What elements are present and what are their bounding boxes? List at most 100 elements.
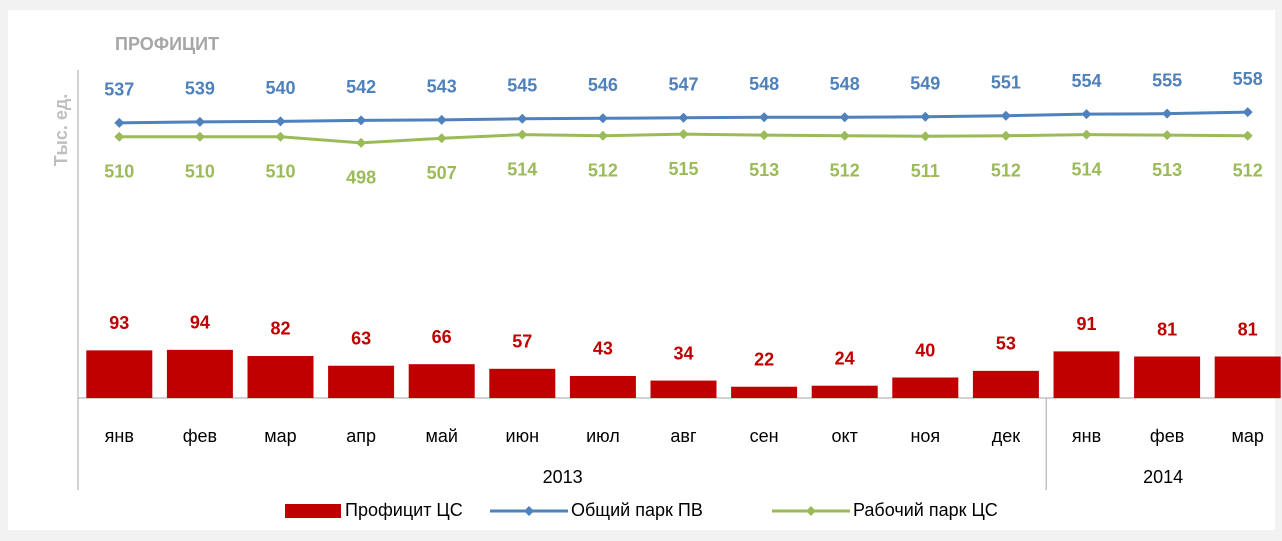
data-label: 545 xyxy=(507,76,537,96)
data-label: 66 xyxy=(432,327,452,347)
data-label: 91 xyxy=(1076,314,1096,334)
data-label: 543 xyxy=(427,77,457,97)
marker xyxy=(275,116,286,127)
data-label: 82 xyxy=(270,319,290,339)
data-label: 22 xyxy=(754,349,774,369)
marker xyxy=(1081,129,1092,140)
x-tick-label: дек xyxy=(992,426,1021,446)
marker xyxy=(678,112,689,123)
x-tick-label: мар xyxy=(1231,426,1263,446)
bar xyxy=(328,365,395,398)
marker xyxy=(1081,109,1092,120)
data-label: 24 xyxy=(835,348,855,368)
x-tick-label: авг xyxy=(670,426,697,446)
data-label: 43 xyxy=(593,339,613,359)
data-label: 94 xyxy=(190,313,210,333)
data-label: 507 xyxy=(427,163,457,183)
marker xyxy=(1242,107,1253,118)
data-label: 548 xyxy=(749,74,779,94)
marker xyxy=(920,111,931,122)
data-label: 512 xyxy=(830,160,860,180)
legend-swatch xyxy=(524,506,534,516)
marker xyxy=(678,129,689,140)
x-tick-label: янв xyxy=(105,426,134,446)
data-label: 558 xyxy=(1233,69,1263,89)
legend-swatch xyxy=(285,504,341,518)
bar xyxy=(247,355,314,398)
data-label: 551 xyxy=(991,72,1021,92)
data-label: 34 xyxy=(673,343,693,363)
marker xyxy=(436,133,447,144)
marker xyxy=(1162,130,1173,141)
data-label: 539 xyxy=(185,79,215,99)
data-label: 512 xyxy=(1233,160,1263,180)
legend-label: Рабочий парк ЦС xyxy=(853,500,998,520)
marker xyxy=(597,113,608,124)
data-label: 512 xyxy=(991,160,1021,180)
data-label: 548 xyxy=(830,74,860,94)
data-label: 513 xyxy=(1152,160,1182,180)
marker xyxy=(194,116,205,127)
data-label: 514 xyxy=(1071,159,1101,179)
data-label: 53 xyxy=(996,334,1016,354)
marker xyxy=(356,115,367,126)
marker xyxy=(597,130,608,141)
data-label: 547 xyxy=(668,75,698,95)
data-label: 514 xyxy=(507,159,537,179)
marker xyxy=(275,131,286,142)
data-label: 81 xyxy=(1157,319,1177,339)
data-label: 542 xyxy=(346,77,376,97)
data-label: 40 xyxy=(915,340,935,360)
data-label: 515 xyxy=(668,159,698,179)
bar xyxy=(1053,351,1120,398)
y-axis-label: Тыс. ед. xyxy=(51,94,71,167)
marker xyxy=(920,131,931,142)
marker xyxy=(517,129,528,140)
data-label: 63 xyxy=(351,328,371,348)
marker xyxy=(114,117,125,128)
bar xyxy=(86,350,153,398)
marker xyxy=(1162,108,1173,119)
x-group-label: 2014 xyxy=(1143,467,1183,487)
x-tick-label: сен xyxy=(750,426,779,446)
chart-title: ПРОФИЦИТ xyxy=(115,34,219,54)
data-label: 510 xyxy=(104,161,134,181)
legend-label: Профицит ЦС xyxy=(345,500,463,520)
marker xyxy=(759,112,770,123)
marker xyxy=(194,131,205,142)
data-label: 512 xyxy=(588,160,618,180)
bar xyxy=(489,368,556,398)
bar xyxy=(166,349,233,398)
x-tick-label: ноя xyxy=(910,426,940,446)
bar xyxy=(408,364,475,398)
data-label: 511 xyxy=(911,161,940,181)
data-label: 93 xyxy=(109,313,129,333)
x-tick-label: мар xyxy=(264,426,296,446)
x-tick-label: июл xyxy=(586,426,620,446)
marker xyxy=(114,131,125,142)
data-label: 513 xyxy=(749,160,779,180)
bar xyxy=(650,380,717,398)
x-tick-label: май xyxy=(425,426,457,446)
x-tick-label: фев xyxy=(1150,426,1184,446)
data-label: 57 xyxy=(512,332,532,352)
x-tick-label: янв xyxy=(1072,426,1101,446)
legend-swatch xyxy=(806,506,816,516)
bar xyxy=(972,370,1039,398)
marker xyxy=(1000,110,1011,121)
data-label: 81 xyxy=(1238,319,1258,339)
bar xyxy=(731,386,798,398)
x-tick-label: апр xyxy=(346,426,376,446)
data-label: 546 xyxy=(588,75,618,95)
data-label: 554 xyxy=(1071,71,1101,91)
data-label: 510 xyxy=(185,161,215,181)
data-label: 549 xyxy=(910,73,940,93)
plot-panel xyxy=(8,10,1275,530)
bar xyxy=(1134,356,1201,398)
bar xyxy=(1214,356,1281,398)
x-tick-label: окт xyxy=(832,426,858,446)
legend-label: Общий парк ПВ xyxy=(571,500,703,520)
x-group-label: 2013 xyxy=(543,467,583,487)
data-label: 498 xyxy=(346,168,376,188)
data-label: 540 xyxy=(265,78,295,98)
